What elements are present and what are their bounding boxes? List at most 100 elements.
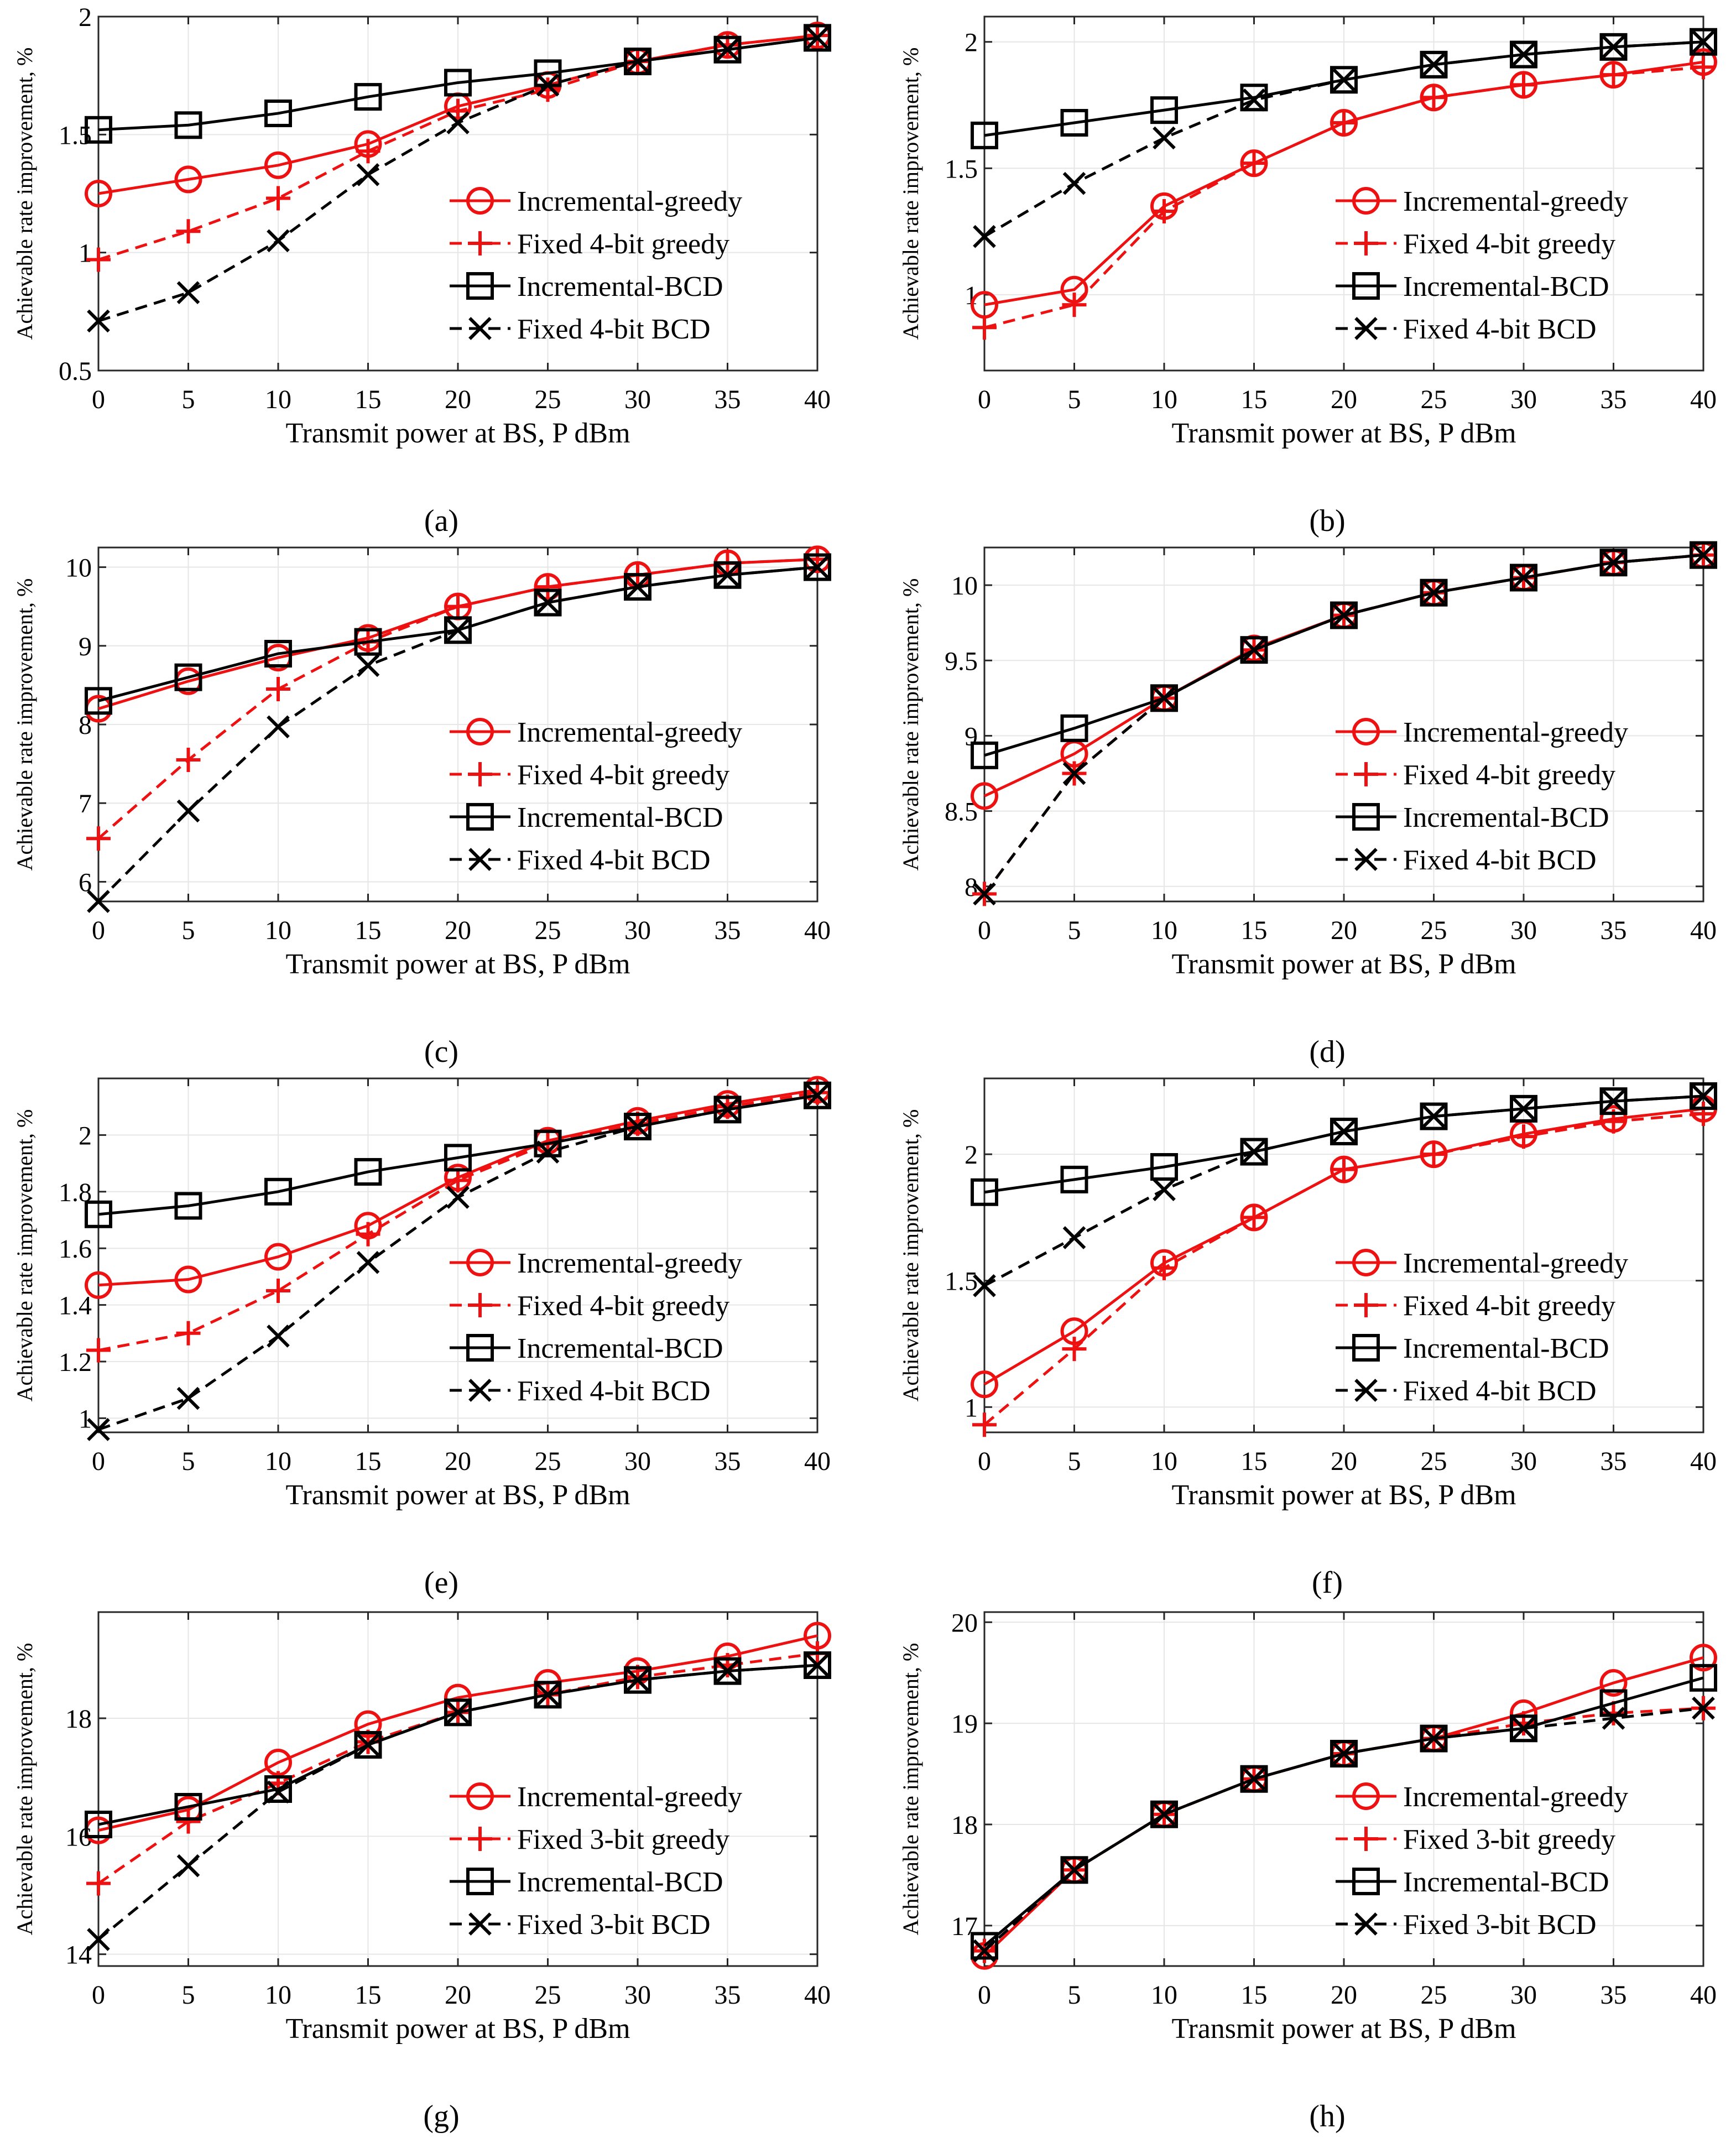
x-tick-label: 35 xyxy=(1601,916,1627,945)
data-point-circle xyxy=(174,165,202,194)
data-point-square xyxy=(444,1698,472,1727)
series-layer xyxy=(971,1082,1717,1437)
x-tick-label: 40 xyxy=(804,1980,831,2010)
legend-marker-square xyxy=(466,1868,494,1895)
data-point-x xyxy=(1512,43,1535,66)
data-point-square xyxy=(1060,1165,1088,1193)
data-point-square xyxy=(1330,1740,1358,1767)
x-tick-label: 15 xyxy=(355,916,382,945)
data-point-x xyxy=(1512,1097,1535,1120)
data-point-square xyxy=(534,1681,562,1709)
legend-marker-circle xyxy=(466,718,494,745)
x-tick-label: 35 xyxy=(715,1980,741,2010)
x-axis-label: Transmit power at BS, P dBm xyxy=(285,1479,630,1511)
x-tick-label: 25 xyxy=(535,1980,561,2010)
legend-label: Fixed 4-bit greedy xyxy=(1403,228,1615,260)
y-tick-label: 2 xyxy=(79,1121,92,1150)
x-tick-label: 25 xyxy=(1421,1980,1447,2010)
legend-marker-square xyxy=(466,272,494,300)
data-point-square xyxy=(1330,601,1358,629)
data-point-x xyxy=(356,654,380,677)
legend-label: Incremental-greedy xyxy=(517,1781,742,1813)
legend-label: Fixed 3-bit BCD xyxy=(1403,1909,1597,1941)
panel-caption: (c) xyxy=(424,1035,458,1069)
data-point-x xyxy=(267,715,290,739)
y-tick-label: 10 xyxy=(951,571,978,601)
legend-marker-plus xyxy=(468,762,492,786)
legend-label: Incremental-greedy xyxy=(1403,1248,1628,1279)
data-point-plus xyxy=(446,1168,470,1193)
data-point-x xyxy=(1692,30,1715,54)
x-tick-label: 15 xyxy=(355,1980,382,2010)
x-tick-label: 15 xyxy=(1241,916,1268,945)
legend-label: Incremental-BCD xyxy=(517,271,723,303)
legend-marker-square xyxy=(1352,803,1380,831)
x-tick-label: 10 xyxy=(265,385,291,414)
series-layer xyxy=(85,1621,831,1951)
data-point-plus xyxy=(446,594,470,619)
data-point-x xyxy=(1242,1140,1266,1164)
x-tick-label: 30 xyxy=(1510,1447,1537,1476)
legend: Incremental-greedy Fixed 4-bit greedy Incr… xyxy=(450,717,742,876)
data-point-x xyxy=(973,1274,996,1297)
legend-label: Incremental-greedy xyxy=(517,1248,742,1279)
legend-label: Fixed 3-bit BCD xyxy=(517,1909,711,1941)
y-tick-label: 2 xyxy=(79,3,92,32)
data-point-x xyxy=(1602,35,1625,59)
legend-label: Incremental-BCD xyxy=(1403,271,1609,303)
y-axis-label: Achievable rate improvement, % xyxy=(12,578,37,871)
legend-label: Incremental-greedy xyxy=(1403,186,1628,217)
data-point-plus xyxy=(1511,1124,1536,1149)
y-axis-label: Achievable rate improvement, % xyxy=(898,578,923,871)
data-point-plus xyxy=(86,247,111,272)
x-tick-label: 25 xyxy=(1421,385,1447,414)
data-point-square xyxy=(174,1793,202,1821)
y-tick-label: 7 xyxy=(79,789,92,818)
data-point-x xyxy=(1332,1742,1356,1765)
legend-marker-circle xyxy=(466,1782,494,1810)
legend-label: Fixed 4-bit BCD xyxy=(1403,844,1597,876)
x-tick-label: 0 xyxy=(92,385,105,414)
data-point-circle xyxy=(264,1243,292,1271)
data-point-x xyxy=(1062,1858,1086,1882)
legend-label: Incremental-greedy xyxy=(517,717,742,748)
data-point-x xyxy=(1602,551,1625,575)
x-tick-label: 40 xyxy=(804,385,831,414)
x-tick-label: 20 xyxy=(1331,916,1357,945)
legend-label: Fixed 3-bit greedy xyxy=(517,1824,729,1855)
x-axis-label: Transmit power at BS, P dBm xyxy=(1171,1479,1516,1511)
data-point-square xyxy=(1420,1724,1448,1753)
legend-label: Incremental-greedy xyxy=(1403,717,1628,748)
x-tick-label: 30 xyxy=(1510,916,1537,945)
data-point-square xyxy=(971,1932,998,1960)
x-tick-label: 5 xyxy=(182,916,195,945)
data-point-square xyxy=(713,1657,742,1685)
x-tick-label: 40 xyxy=(804,916,831,945)
data-point-x xyxy=(716,1659,739,1683)
series-line xyxy=(98,1091,818,1352)
legend-marker-circle xyxy=(1352,718,1380,745)
legend-label: Fixed 4-bit greedy xyxy=(1403,759,1615,791)
data-point-plus xyxy=(1421,1142,1446,1167)
x-tick-label: 5 xyxy=(182,385,195,414)
data-point-square xyxy=(713,35,742,64)
y-tick-label: 1.4 xyxy=(59,1291,92,1321)
legend-label: Fixed 4-bit greedy xyxy=(1403,1290,1615,1322)
legend-label: Fixed 3-bit greedy xyxy=(1403,1824,1615,1855)
data-point-plus xyxy=(176,1809,201,1834)
x-tick-label: 5 xyxy=(182,1447,195,1476)
data-point-plus xyxy=(1601,62,1626,87)
x-tick-label: 5 xyxy=(1068,1447,1081,1476)
data-point-plus xyxy=(535,77,560,102)
y-tick-label: 1.5 xyxy=(945,154,978,184)
data-point-x xyxy=(87,1928,110,1951)
data-point-plus xyxy=(356,139,380,164)
x-tick-label: 35 xyxy=(1601,385,1627,414)
data-point-square xyxy=(1420,1102,1448,1130)
series-layer xyxy=(971,28,1717,340)
data-point-circle xyxy=(1690,1644,1717,1672)
data-point-x xyxy=(1153,1802,1176,1826)
data-point-square xyxy=(354,83,382,111)
data-point-x xyxy=(973,1939,996,1963)
x-tick-label: 20 xyxy=(445,385,471,414)
